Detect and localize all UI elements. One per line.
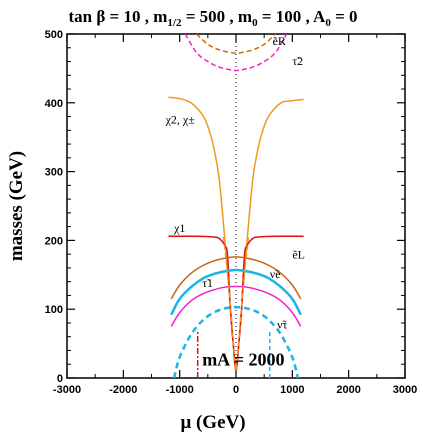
x-tick-label: -1000	[166, 384, 194, 396]
curve-label-7: ν̃τ	[277, 317, 287, 331]
x-tick-label: 3000	[393, 384, 417, 396]
y-tick-label: 0	[57, 373, 63, 385]
y-axis-title: masses (GeV)	[6, 151, 27, 261]
curve-label-3: χ1	[173, 221, 185, 235]
series-line-1	[184, 34, 288, 72]
series-line-8	[222, 236, 250, 372]
series-line-4	[170, 256, 302, 300]
curve-label-4: ẽL	[292, 247, 305, 261]
y-tick-label: 300	[45, 167, 63, 179]
series-line-3	[168, 235, 304, 372]
series-line-5	[170, 268, 302, 316]
series-line-7	[172, 305, 300, 378]
x-tick-label: 0	[233, 384, 239, 396]
curve-label-2: χ2, χ±	[165, 112, 196, 126]
curve-label-6: τ̃1	[202, 276, 213, 290]
curve-label-0: ẽR	[273, 34, 286, 48]
chart-title: tan β = 10 , m1/2 = 500 , m0 = 100 , A0 …	[68, 7, 357, 29]
annotation-ma: mA = 2000	[202, 350, 284, 370]
curve-label-5: ν̃e	[270, 267, 281, 281]
x-tick-label: -2000	[109, 384, 137, 396]
y-tick-label: 500	[45, 29, 63, 41]
series-line-6	[170, 285, 302, 327]
x-axis-title: μ (GeV)	[180, 412, 245, 433]
y-tick-label: 100	[45, 304, 63, 316]
x-tick-label: 1000	[280, 384, 304, 396]
x-tick-label: 2000	[336, 384, 360, 396]
x-tick-label: -3000	[53, 384, 81, 396]
curve-label-1: τ̃2	[292, 54, 303, 68]
plot-area: -3000 -2000 -1000 0 1000 2000 3000 0 100 200 300 40…	[45, 29, 418, 396]
y-tick-label: 400	[45, 98, 63, 110]
y-tick-label: 200	[45, 235, 63, 247]
series-line-0	[196, 34, 276, 55]
